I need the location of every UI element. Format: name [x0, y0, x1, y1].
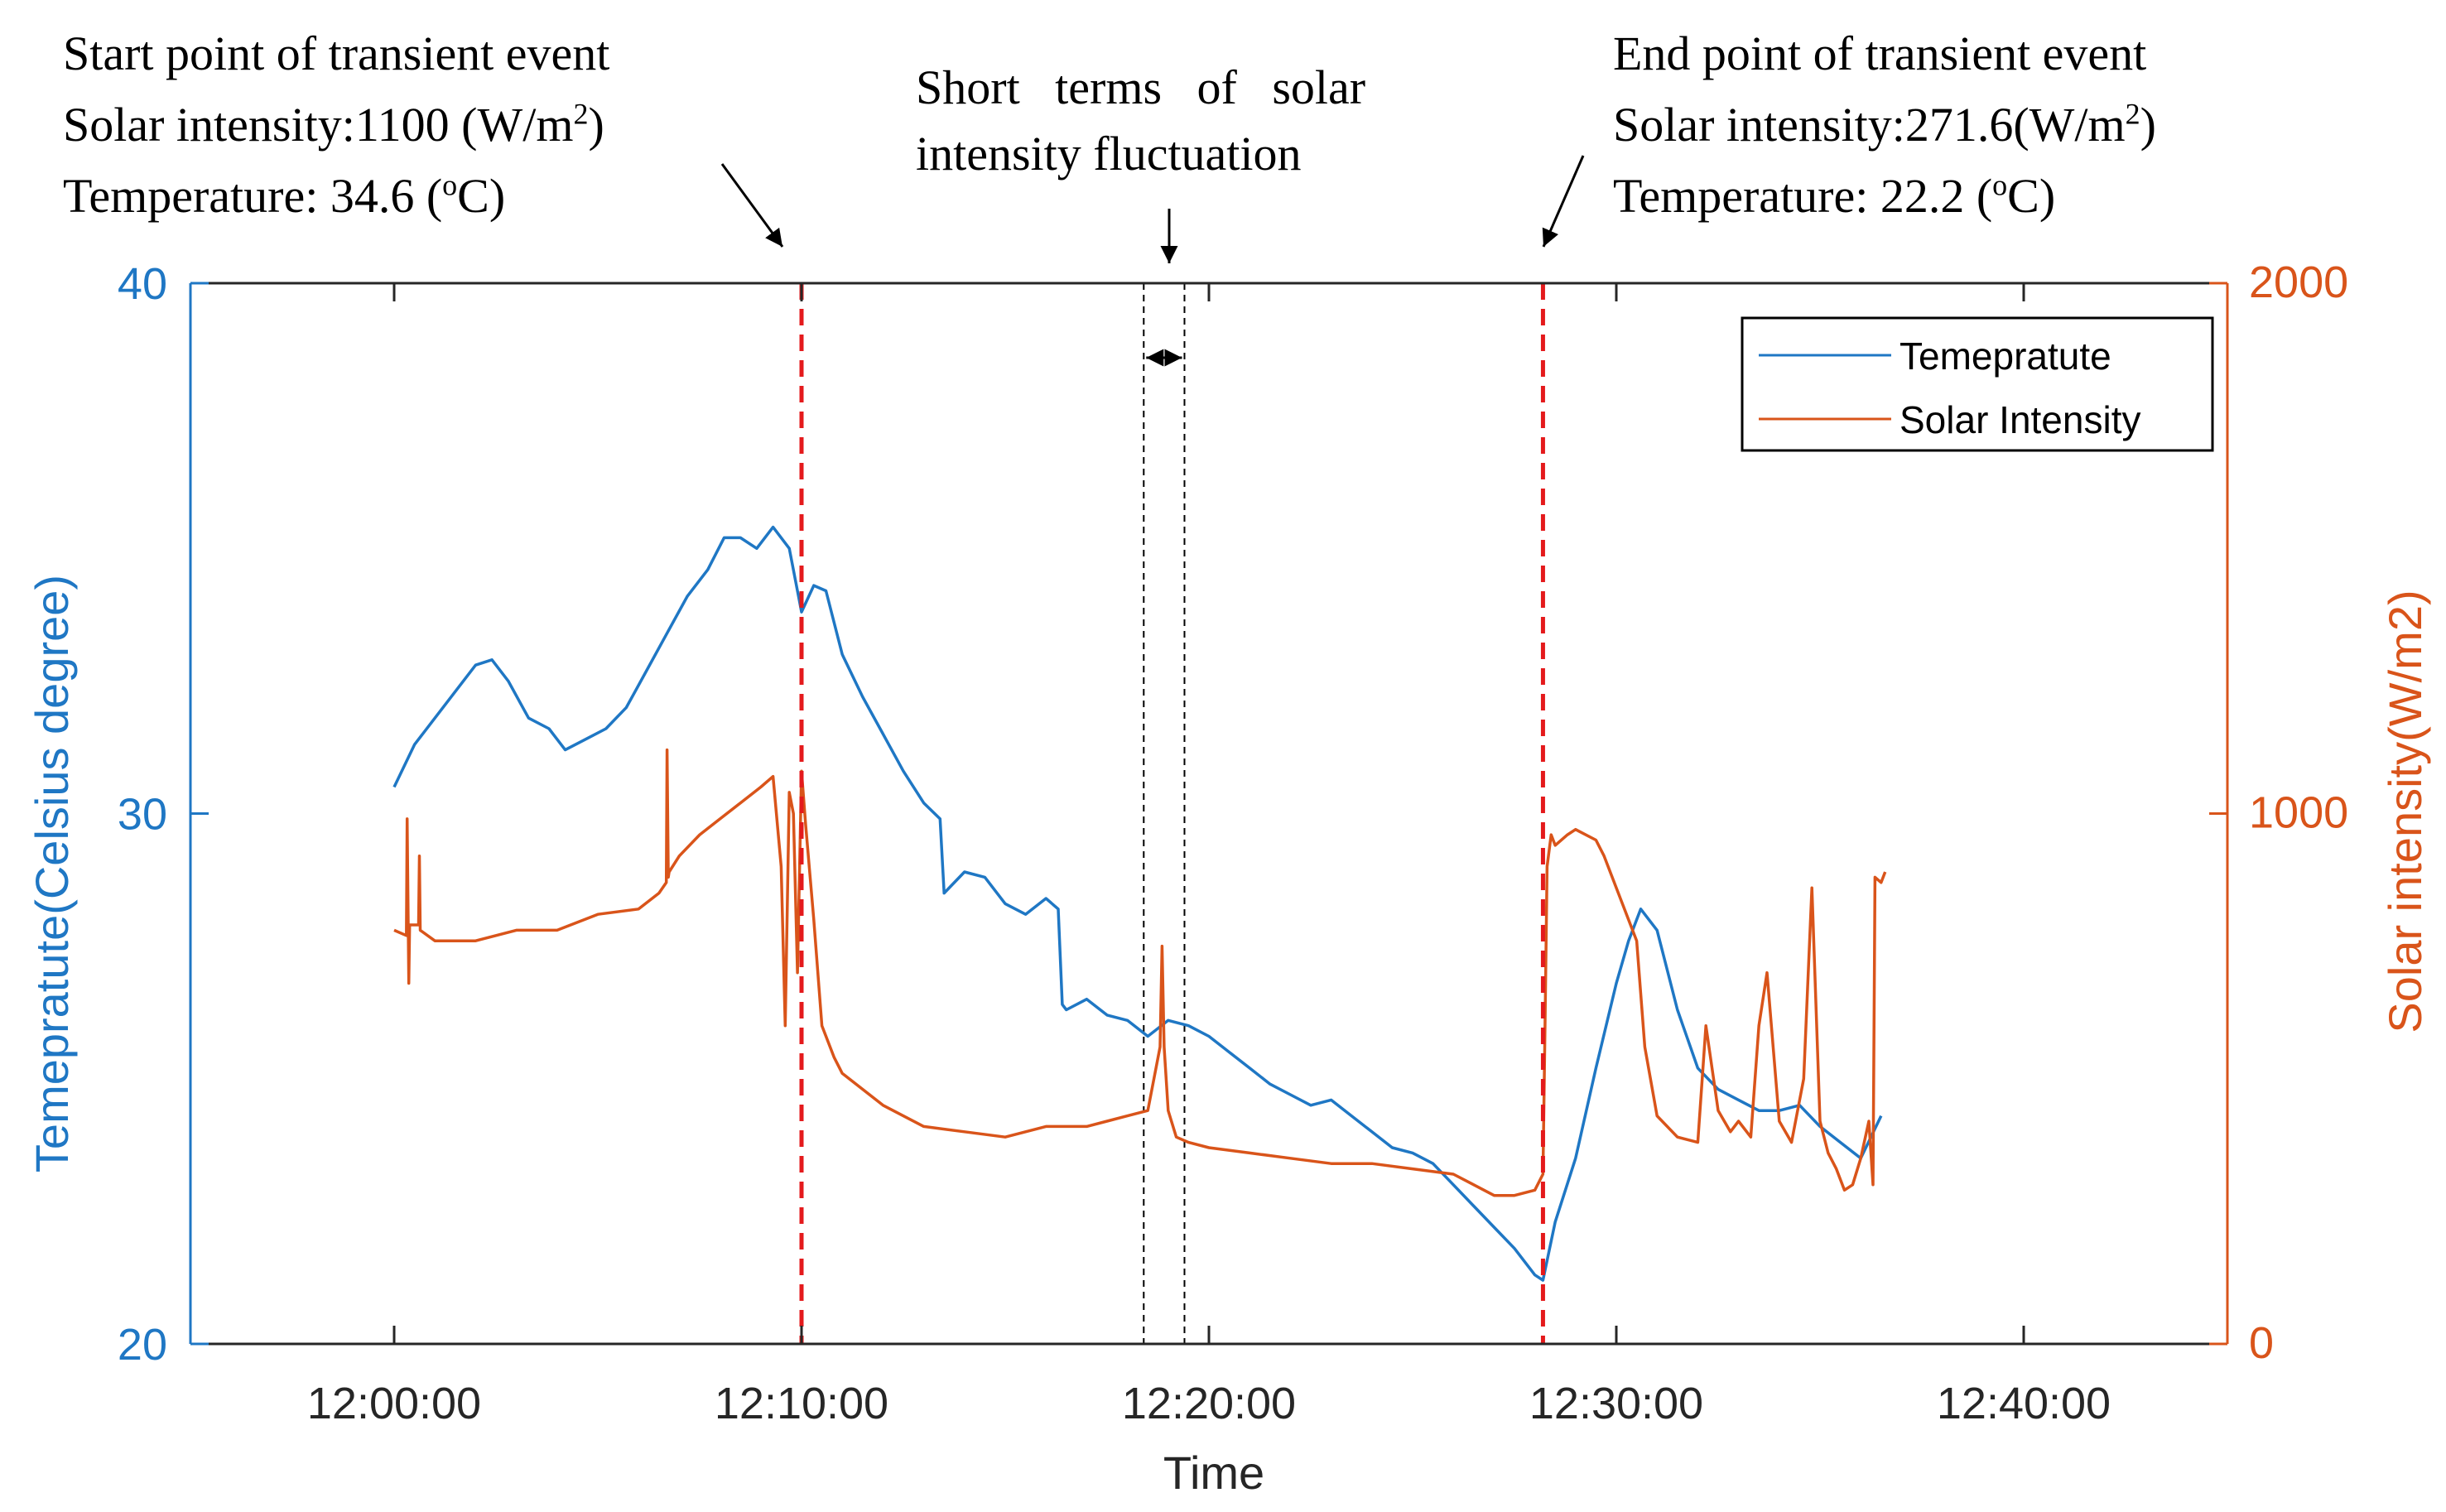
chart-legend: Temepratute Solar Intensity — [1741, 316, 2214, 452]
x-tick-label: 12:00:00 — [307, 1379, 481, 1428]
end-event-annotation: End point of transient event Solar inten… — [1613, 18, 2156, 232]
fluctuation-band-layer — [1143, 283, 1186, 1344]
start-event-annotation: Start point of transient event Solar int… — [63, 18, 609, 232]
y-left-tick-label: 30 — [118, 790, 167, 840]
start-annotation-solar: Solar intensity:1100 (W/m2) — [63, 97, 604, 152]
start-annotation-arrow — [720, 163, 784, 248]
legend-label-solar: Solar Intensity — [1900, 398, 2140, 441]
y-axis-right-title: Solar intensity(W/m2) — [2379, 590, 2431, 1033]
x-tick-label: 12:10:00 — [715, 1379, 888, 1428]
legend-label-temperature: Temepratute — [1900, 335, 2111, 378]
start-annotation-temperature: Temperature: 34.6 (oC) — [63, 168, 506, 223]
legend-box — [1741, 316, 2214, 452]
end-annotation-arrow — [1542, 155, 1585, 248]
y-right-tick-label: 2000 — [2249, 258, 2348, 307]
temperature-series-line — [392, 525, 1883, 1282]
x-tick-label: 12:30:00 — [1529, 1379, 1703, 1428]
series-layer — [392, 525, 1887, 1282]
end-annotation-temperature: Temperature: 22.2 (oC) — [1613, 168, 2056, 223]
x-axis-title: Time — [1163, 1447, 1264, 1499]
solar-intensity-series-line — [393, 748, 1887, 1197]
x-tick-label: 12:40:00 — [1937, 1379, 2111, 1428]
fluctuation-annotation: Short terms of solar intensity fluctuati… — [916, 55, 1365, 187]
fluctuation-annotation-line2: intensity fluctuation — [916, 127, 1302, 181]
fluctuation-annotation-line1: Short terms of solar — [916, 60, 1366, 114]
event-lines-layer — [799, 283, 1545, 1344]
end-annotation-title: End point of transient event — [1613, 26, 2147, 80]
start-annotation-title: Start point of transient event — [63, 26, 610, 80]
ticks-layer: 12:00:00 12:10:00 12:20:00 12:30:00 12:40:00… — [118, 258, 2348, 1428]
y-axis-left-title: Temepratute(Celsius degree) — [26, 575, 78, 1173]
annotation-arrows-layer — [720, 155, 1585, 263]
x-tick-label: 12:20:00 — [1122, 1379, 1296, 1428]
y-left-tick-label: 40 — [118, 259, 167, 309]
y-left-tick-label: 20 — [118, 1320, 167, 1370]
y-right-tick-label: 0 — [2249, 1318, 2274, 1368]
end-annotation-solar: Solar intensity:271.6(W/m2) — [1613, 97, 2156, 152]
y-right-tick-label: 1000 — [2249, 788, 2348, 838]
